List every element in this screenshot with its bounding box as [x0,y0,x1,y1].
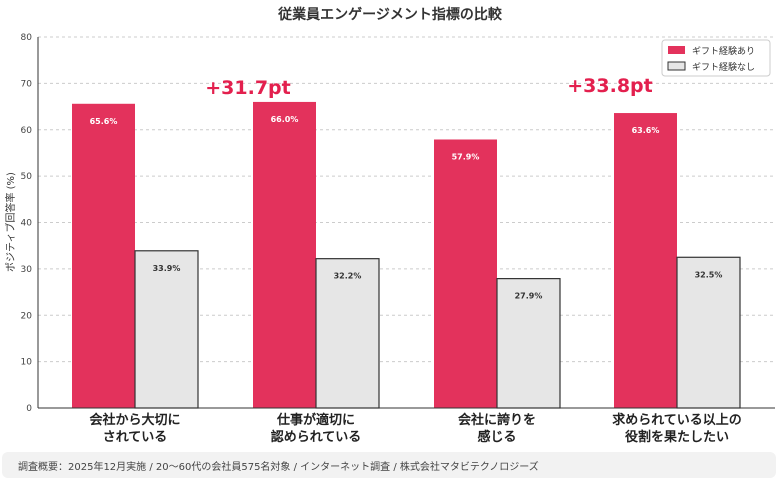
bar-no-gift [676,256,741,409]
x-tick-label: 感じる [477,429,516,445]
y-tick-label: 20 [21,311,33,321]
y-tick-label: 10 [21,358,33,368]
bar-value-label: 63.6% [632,126,660,135]
bar-value-label: 33.9% [153,264,181,273]
y-axis-label: ポジティブ回答率 (%) [4,172,17,272]
x-tick-label: 仕事が適切に [276,412,355,428]
legend-swatch [667,61,686,71]
legend-label: ギフト経験なし [692,61,755,73]
x-tick-label: 会社に誇りを [458,412,536,428]
bar-value-label: 32.2% [334,272,362,281]
survey-footer: 調査概要：2025年12月実施 / 20〜60代の会社員575名対象 / インタ… [2,452,776,478]
y-tick-label: 40 [21,219,33,229]
x-tick-label: 役割を果たしたい [625,429,729,445]
bar-chart: 従業員エンゲージメント指標の比較 0 10 20 30 40 50 60 70 80 ポジティブ回答… [4,6,775,445]
legend-swatch [668,46,685,54]
bar-gift [434,139,497,408]
chart-title: 従業員エンゲージメント指標の比較 [277,6,503,23]
survey-note: 調査概要：2025年12月実施 / 20〜60代の会社員575名対象 / インタ… [18,462,539,473]
bar-gift [253,101,316,409]
y-tick-label: 80 [21,33,33,43]
x-tick-label: 求められている以上の [612,412,742,428]
y-tick-label: 70 [21,79,33,89]
bar-value-label: 32.5% [695,270,723,279]
bar-no-gift [496,278,561,409]
x-tick-label: 認められている [271,429,362,445]
bar-no-gift [315,258,380,409]
bar-value-label: 66.0% [271,115,299,124]
legend-label: ギフト経験あり [692,45,755,57]
y-tick-label: 50 [21,172,33,182]
bar-value-label: 57.9% [452,152,480,161]
bar-no-gift [134,250,199,409]
difference-annotation: +31.7pt [205,77,290,99]
y-tick-label: 0 [26,404,32,414]
y-tick-label: 30 [21,265,33,275]
difference-annotation: +33.8pt [567,75,652,97]
x-tick-label: 会社から大切に [89,412,180,428]
y-tick-label: 60 [21,126,33,136]
bar-value-label: 65.6% [90,117,118,126]
bar-value-label: 27.9% [515,292,543,301]
bar-gift [614,113,677,409]
bar-gift [72,103,135,408]
legend [661,39,771,77]
x-tick-label: されている [103,430,168,445]
